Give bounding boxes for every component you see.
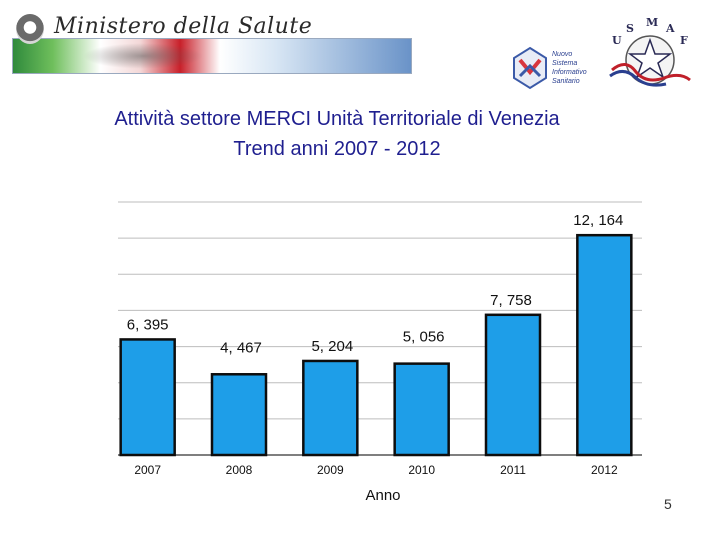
data-label-2009: 5, 204 <box>311 338 353 355</box>
nsis-line: Nuovo <box>552 51 573 58</box>
x-tick-label: 2011 <box>500 463 526 477</box>
x-tick-label: 2008 <box>226 463 253 477</box>
bar-2007 <box>119 338 176 457</box>
usmaf-letter: M <box>646 16 659 29</box>
x-tick-label: 2007 <box>134 463 161 477</box>
bar-2011 <box>484 313 542 457</box>
usmaf-seal-icon <box>609 35 691 87</box>
x-tick-label: 2012 <box>591 463 618 477</box>
usmaf-letter: A <box>666 22 675 35</box>
nsis-mark-icon <box>513 46 547 90</box>
nsis-line: Sistema <box>552 60 578 67</box>
bar-2012 <box>576 233 633 457</box>
usmaf-letter: U <box>612 34 622 47</box>
chart-x-ticks: 2007 2008 2009 2010 2011 2012 <box>134 463 618 477</box>
data-label-2007: 6, 395 <box>127 316 169 333</box>
data-label-2008: 4, 467 <box>220 339 262 356</box>
bar-2010 <box>393 362 450 457</box>
x-tick-label: 2009 <box>317 463 344 477</box>
ministry-title: Ministero della Salute <box>54 14 313 39</box>
usmaf-letter: F <box>680 34 688 47</box>
ministry-banner: Ministero della Salute <box>12 12 412 74</box>
nsis-text: Nuovo Sistema Informativo Sanitario <box>552 50 596 86</box>
chart-title: Attività settore MERCI Unità Territorial… <box>114 108 560 130</box>
usmaf-logo: U S M A F <box>606 14 696 102</box>
republic-emblem-icon <box>16 14 44 44</box>
chart-gridlines <box>118 201 642 456</box>
chart-subtitle: Trend anni 2007 - 2012 <box>233 138 441 160</box>
nsis-logo: Nuovo Sistema Informativo Sanitario <box>512 42 594 94</box>
flag-strip <box>12 38 412 74</box>
chart-bars <box>119 233 633 457</box>
nsis-line: Informativo <box>552 69 587 76</box>
data-label-2011: 7, 758 <box>490 292 532 309</box>
usmaf-letter: S <box>626 22 634 35</box>
data-label-2012: 12, 164 <box>573 212 623 229</box>
x-tick-label: 2010 <box>408 463 435 477</box>
chart-title-block: Attività settore MERCI Unità Territorial… <box>0 104 674 164</box>
page-number: 5 <box>664 496 672 512</box>
bar-2009 <box>302 359 359 457</box>
chart-data-labels: 6, 395 4, 467 5, 204 5, 056 7, 758 12, 164 <box>127 212 624 356</box>
nsis-line: Sanitario <box>552 78 580 85</box>
data-label-2010: 5, 056 <box>403 329 445 346</box>
bar-2008 <box>210 373 268 457</box>
x-axis-label: Anno <box>365 487 400 504</box>
